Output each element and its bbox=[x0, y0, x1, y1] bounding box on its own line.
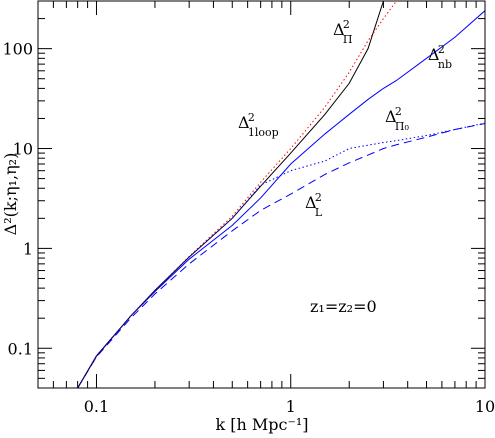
annotation-sub: Π₀ bbox=[395, 120, 410, 133]
series-line bbox=[77, 1, 397, 388]
x-tick-label: 10 bbox=[475, 397, 495, 416]
annotation: Δ2 Π bbox=[333, 18, 353, 46]
annotation-sup: 2 bbox=[438, 43, 445, 56]
series-line bbox=[77, 123, 485, 388]
annotation: Δ2 1loop bbox=[238, 111, 279, 139]
series-line bbox=[77, 1, 384, 388]
annotation-text: Δ bbox=[385, 107, 397, 126]
annotation: Δ2 L bbox=[305, 191, 323, 219]
annotation-sub: Π bbox=[343, 33, 353, 46]
plot-frame bbox=[37, 0, 486, 389]
annotation: Δ2 nb bbox=[428, 43, 452, 71]
x-axis-label: k [h Mpc⁻¹] bbox=[215, 415, 308, 434]
annotation-sup: 2 bbox=[248, 111, 255, 124]
annotation-text: Δ bbox=[333, 20, 345, 39]
y-axis-label: Δ²(k;η₁,η₂) bbox=[1, 153, 20, 236]
annotation-text: Δ bbox=[428, 45, 440, 64]
y-tick-label: 10 bbox=[13, 140, 33, 159]
y-tick-label: 1 bbox=[23, 239, 33, 258]
annotation-sub: L bbox=[315, 206, 323, 219]
annotation: z₁=z₂=0 bbox=[310, 297, 377, 316]
y-tick-label: 0.1 bbox=[8, 339, 33, 358]
annotation-sup: 2 bbox=[343, 18, 350, 31]
y-tick-label: 100 bbox=[2, 40, 33, 59]
annotation-text: z₁=z₂=0 bbox=[310, 297, 377, 316]
series-group bbox=[77, 1, 485, 388]
annotation-sup: 2 bbox=[315, 191, 322, 204]
annotation-sub: 1loop bbox=[248, 126, 279, 139]
annotation-sup: 2 bbox=[395, 105, 402, 118]
x-tick-label: 0.1 bbox=[84, 397, 109, 416]
annotation-text: Δ bbox=[305, 193, 317, 212]
x-tick-label: 1 bbox=[286, 397, 296, 416]
annotation-sub: nb bbox=[438, 58, 452, 71]
annotation-text: Δ bbox=[238, 113, 250, 132]
annotation: Δ2 Π₀ bbox=[385, 105, 410, 133]
